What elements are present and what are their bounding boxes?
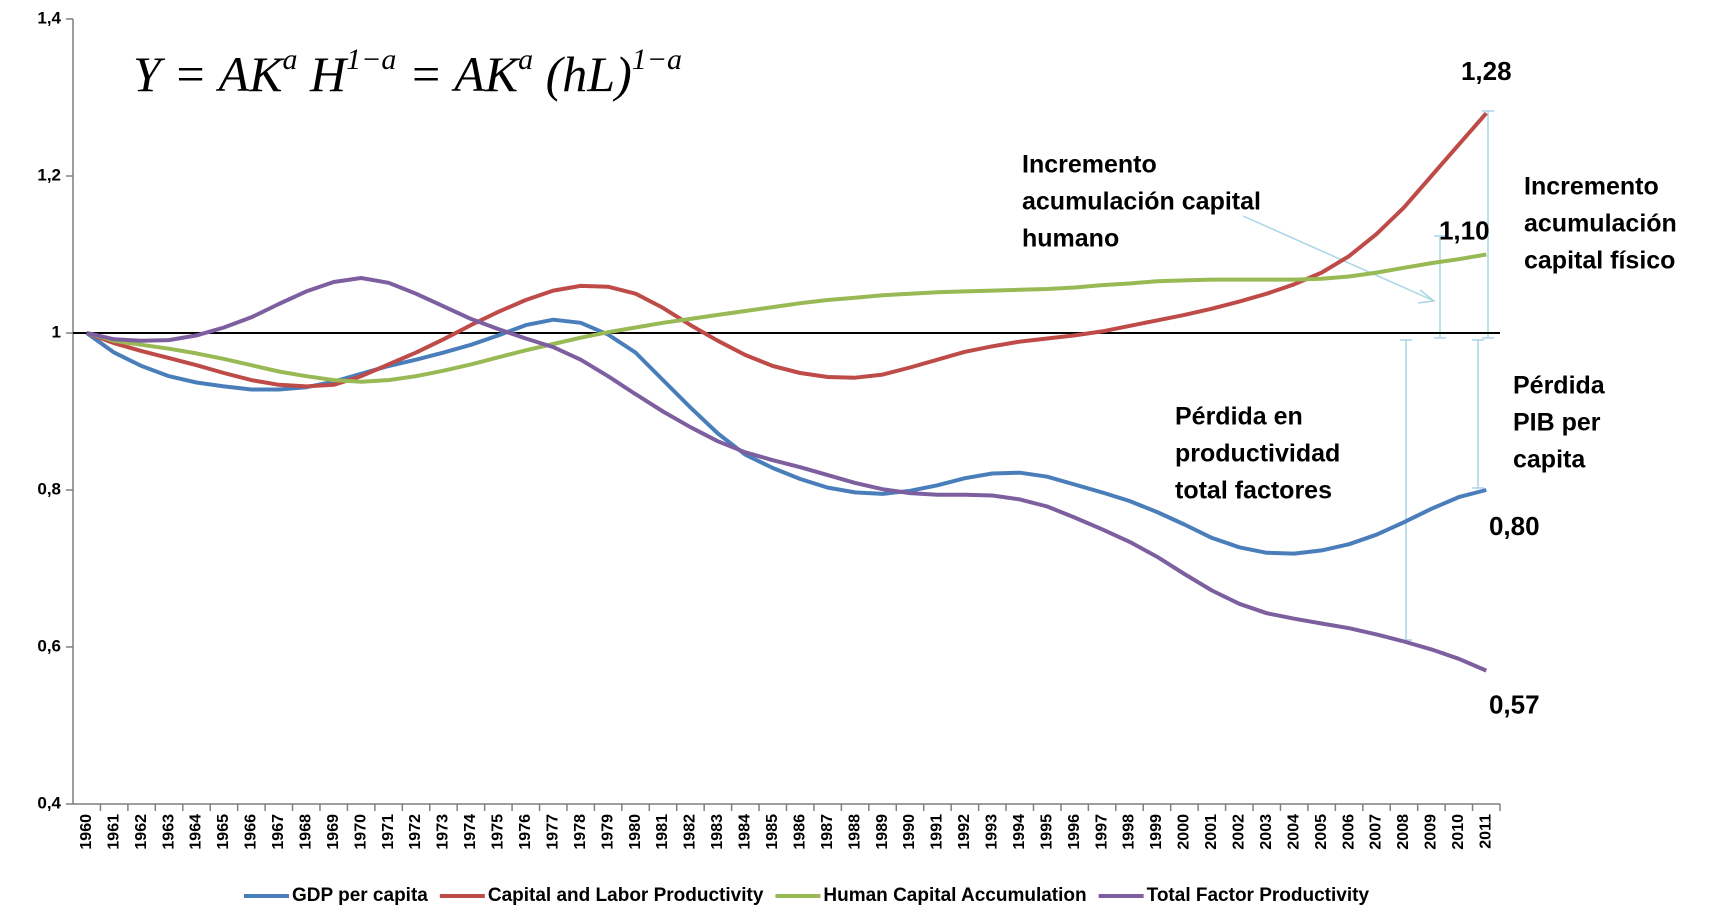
formula-superscript: 1−a — [346, 43, 396, 76]
x-tick-label: 1997 — [1093, 814, 1110, 850]
legend-label: Total Factor Productivity — [1147, 885, 1370, 906]
formula-part: Y = AK — [133, 46, 285, 102]
x-tick-label: 1975 — [490, 814, 507, 850]
annotation: productividad — [1175, 440, 1340, 468]
x-tick-label: 1994 — [1011, 814, 1028, 850]
x-tick-label: 1963 — [160, 814, 177, 850]
value-label: 0,57 — [1489, 689, 1540, 719]
x-tick-label: 2004 — [1285, 814, 1302, 850]
annotation: Pérdida en — [1175, 403, 1303, 431]
brackets — [1242, 110, 1494, 641]
x-tick-label: 1993 — [984, 814, 1001, 850]
x-tick-label: 2008 — [1395, 814, 1412, 850]
x-tick-label: 1977 — [544, 814, 561, 850]
x-tick-label: 1987 — [819, 814, 836, 850]
y-tick-label: 1 — [52, 322, 61, 341]
formula-part: H — [298, 46, 350, 102]
annotation: capital físico — [1524, 247, 1675, 275]
x-tick-label: 1991 — [929, 814, 946, 850]
x-tick-label: 1969 — [325, 814, 342, 850]
series-line — [86, 111, 1488, 389]
x-tick-label: 1974 — [462, 814, 479, 850]
x-tick-label: 1980 — [627, 814, 644, 850]
x-tick-label: 1973 — [435, 814, 452, 850]
x-tick-label: 1989 — [874, 814, 891, 850]
bracket-tfp — [1400, 339, 1412, 641]
x-tick-label: 1981 — [654, 814, 671, 850]
x-tick-label: 2006 — [1340, 814, 1357, 850]
x-tick-label: 2003 — [1258, 814, 1275, 850]
formula-superscript: 1−a — [632, 43, 682, 76]
annotation: Incremento — [1022, 151, 1157, 179]
x-tick-label: 1968 — [297, 814, 314, 850]
value-label: 1,28 — [1461, 56, 1512, 86]
x-tick-label: 2010 — [1450, 814, 1467, 850]
formula-superscript: a — [518, 43, 533, 76]
x-tick-label: 1966 — [243, 814, 260, 850]
series-line — [86, 276, 1488, 673]
x-tick-label: 1960 — [78, 814, 95, 850]
x-tick-label: 1961 — [105, 814, 122, 850]
legend-label: Capital and Labor Productivity — [488, 885, 764, 906]
bracket-gdp — [1472, 339, 1484, 489]
annotation: capita — [1513, 446, 1586, 474]
annotation: acumulación capital — [1022, 188, 1261, 216]
annotation: PIB per — [1513, 409, 1601, 437]
x-tick-label: 2011 — [1477, 814, 1494, 849]
x-tick-label: 1971 — [380, 814, 397, 850]
x-tick-label: 1998 — [1121, 814, 1138, 850]
legend: GDP per capita Capital and Labor Producti… — [243, 885, 1370, 906]
x-tick-label: 2000 — [1176, 814, 1193, 850]
x-tick-label: 2002 — [1231, 814, 1248, 850]
x-tick-label: 1992 — [956, 814, 973, 850]
annotation: Pérdida — [1513, 372, 1606, 400]
y-tick-label: 1,2 — [37, 165, 61, 184]
value-label: 1,10 — [1439, 215, 1490, 245]
x-tick-label: 1967 — [270, 814, 287, 850]
x-tick-label: 1972 — [407, 814, 424, 850]
x-tick-label: 2001 — [1203, 814, 1220, 850]
y-tick-label: 0,8 — [37, 479, 61, 498]
formula-part: = AK — [396, 46, 520, 102]
x-tick-label: 1962 — [133, 814, 150, 850]
formula-superscript: a — [283, 43, 298, 76]
x-tick-label: 1965 — [215, 814, 232, 850]
series-line — [86, 252, 1487, 384]
arrow — [1242, 215, 1436, 304]
x-tick-label: 1964 — [188, 814, 205, 850]
x-tick-label: 1995 — [1038, 814, 1055, 850]
annotation: humano — [1022, 225, 1119, 253]
x-tick-label: 1978 — [572, 814, 589, 850]
x-tick-label: 1996 — [1066, 814, 1083, 850]
x-tick-label: 1984 — [737, 814, 754, 850]
annotation: total factores — [1175, 477, 1332, 505]
annotation: Incremento — [1524, 173, 1659, 201]
bracket-physical — [1482, 110, 1494, 339]
legend-label: Human Capital Accumulation — [823, 885, 1086, 906]
x-tick-label: 1988 — [846, 814, 863, 850]
x-tick-label: 2007 — [1368, 814, 1385, 850]
formula: Y = AKa H1−a = AKa (hL)1−a — [133, 43, 682, 103]
x-tick-label: 2005 — [1313, 814, 1330, 850]
x-tick-label: 1999 — [1148, 814, 1165, 850]
x-tick-label: 1976 — [517, 814, 534, 850]
bracket-human — [1434, 235, 1446, 339]
x-tick-label: 1979 — [599, 814, 616, 850]
x-tick-label: 1970 — [352, 814, 369, 850]
x-tick-label: 2009 — [1423, 814, 1440, 850]
x-tick-label: 1986 — [791, 814, 808, 850]
y-tick-label: 0,6 — [37, 636, 61, 655]
value-label: 0,80 — [1489, 511, 1540, 541]
series-line — [85, 317, 1487, 556]
x-tick-label: 1985 — [764, 814, 781, 850]
x-tick-label: 1982 — [682, 814, 699, 850]
x-tick-label: 1983 — [709, 814, 726, 850]
annotation: acumulación — [1524, 210, 1677, 238]
legend-label: GDP per capita — [292, 885, 428, 906]
y-tick-label: 1,4 — [37, 8, 61, 27]
y-tick-label: 0,4 — [37, 793, 61, 812]
x-tick-label: 1990 — [901, 814, 918, 850]
formula-part: (hL) — [533, 46, 632, 102]
